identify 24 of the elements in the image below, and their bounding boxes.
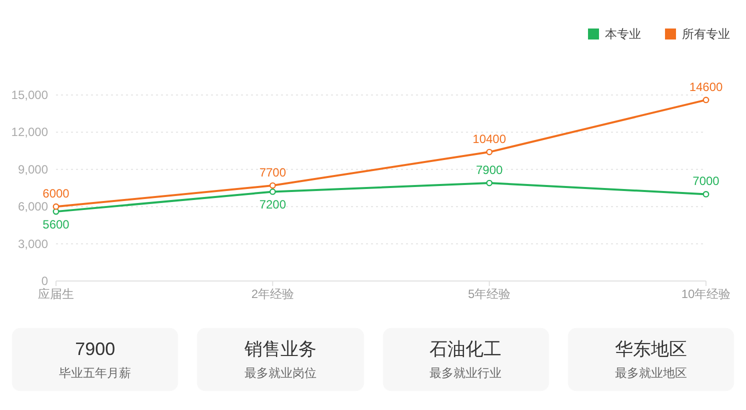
legend-label: 本专业	[605, 27, 641, 41]
data-label: 7900	[476, 163, 503, 178]
card: 华东地区 最多就业地区	[568, 328, 734, 391]
x-tick-label: 5年经验	[468, 287, 511, 301]
x-tick-label: 2年经验	[251, 287, 294, 301]
y-tick-label: 6,000	[18, 200, 48, 214]
legend-label: 所有专业	[682, 27, 730, 41]
data-label: 10400	[472, 132, 506, 146]
card: 石油化工 最多就业行业	[382, 328, 549, 391]
y-tick-label: 9,000	[18, 162, 48, 176]
card: 销售业务 最多就业岗位	[197, 328, 364, 391]
data-label: 7200	[259, 198, 286, 212]
data-label: 6000	[42, 186, 70, 201]
y-tick-label: 0	[41, 274, 48, 288]
data-label: 5600	[42, 218, 70, 232]
card: 7900 毕业五年月薪	[12, 328, 178, 391]
y-tick-label: 12,000	[11, 125, 48, 140]
data-label: 7700	[259, 166, 286, 180]
data-label: 14600	[689, 80, 723, 94]
data-label: 7000	[692, 174, 720, 188]
y-tick-label: 3,000	[18, 236, 48, 251]
x-tick-label: 应届生	[38, 287, 74, 301]
y-tick-label: 15,000	[11, 88, 48, 102]
x-tick-label: 10年经验	[681, 287, 731, 301]
